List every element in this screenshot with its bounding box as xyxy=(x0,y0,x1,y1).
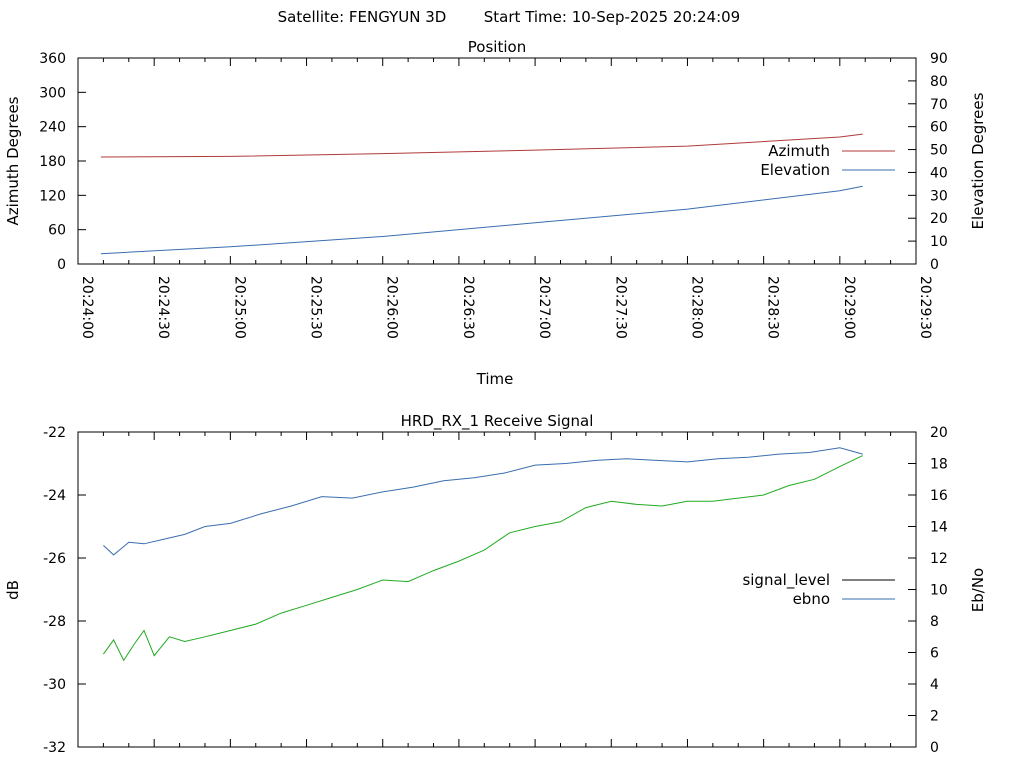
y2-tick-label: 18 xyxy=(930,457,948,473)
y-tick-label: 180 xyxy=(39,154,66,170)
series-line-unlabeled xyxy=(102,455,863,662)
y-tick-label: 60 xyxy=(48,223,66,239)
y-tick-label: -22 xyxy=(43,425,66,441)
legend-azimuth-label: Azimuth xyxy=(768,142,830,160)
y-tick-label: -30 xyxy=(43,677,66,693)
x-tick-label: 20:29:30 xyxy=(917,276,933,339)
x-tick-label: 20:24:30 xyxy=(155,276,171,339)
position-azimuth-tick-labels: 0 60 120 180 240 300 360 xyxy=(39,51,66,273)
satellite-label: Satellite: FENGYUN 3D xyxy=(278,8,447,26)
time-axis-label: Time xyxy=(476,370,514,388)
x-tick-label: 20:29:00 xyxy=(841,276,857,339)
y-tick-label: -32 xyxy=(43,740,66,756)
x-tick-label: 20:28:30 xyxy=(765,276,781,339)
series-line-ebno xyxy=(103,447,863,556)
y-tick-label: -28 xyxy=(43,614,66,630)
position-chart-title: Position xyxy=(468,38,526,56)
ebno-axis-label: Eb/No xyxy=(969,568,987,612)
signal-series xyxy=(102,447,863,662)
y2-tick-label: 10 xyxy=(930,234,948,250)
x-tick-label: 20:26:00 xyxy=(384,276,400,339)
y2-tick-label: 8 xyxy=(930,614,939,630)
y2-tick-label: 40 xyxy=(930,165,948,181)
y-tick-label: 0 xyxy=(57,257,66,273)
legend-ebno-label: ebno xyxy=(793,590,830,608)
legend-elevation-label: Elevation xyxy=(760,161,830,179)
y2-tick-label: 20 xyxy=(930,211,948,227)
y2-tick-label: 30 xyxy=(930,188,948,204)
y2-tick-label: 2 xyxy=(930,709,939,725)
y-tick-label: 120 xyxy=(39,188,66,204)
position-ticks xyxy=(78,58,916,264)
elevation-axis-label: Elevation Degrees xyxy=(969,92,987,229)
position-series xyxy=(100,133,863,255)
series-line-azimuth xyxy=(100,133,863,158)
signal-legend: signal_level ebno xyxy=(742,571,895,608)
signal-chart-title: HRD_RX_1 Receive Signal xyxy=(401,412,594,431)
position-time-tick-labels: 20:24:00 20:24:30 20:25:00 20:25:30 20:26:00… xyxy=(79,276,933,339)
legend-signal-level-label: signal_level xyxy=(742,571,830,590)
x-tick-label: 20:28:00 xyxy=(688,276,704,339)
signal-ticks xyxy=(78,432,916,747)
y2-tick-label: 70 xyxy=(930,97,948,113)
y2-tick-label: 0 xyxy=(930,740,939,756)
x-tick-label: 20:25:30 xyxy=(308,276,324,339)
y2-tick-label: 12 xyxy=(930,551,948,567)
azimuth-axis-label: Azimuth Degrees xyxy=(4,96,22,225)
position-legend: Azimuth Elevation xyxy=(760,142,895,179)
y2-tick-label: 14 xyxy=(930,520,948,536)
signal-db-tick-labels: -32 -30 -28 -26 -24 -22 xyxy=(43,425,66,756)
y-tick-label: 300 xyxy=(39,85,66,101)
x-tick-label: 20:27:00 xyxy=(536,276,552,339)
y2-tick-label: 0 xyxy=(930,257,939,273)
y2-tick-label: 50 xyxy=(930,143,948,159)
position-elevation-tick-labels: 0 10 20 30 40 50 60 70 80 90 xyxy=(930,51,948,273)
x-tick-label: 20:27:30 xyxy=(612,276,628,339)
y2-tick-label: 80 xyxy=(930,74,948,90)
signal-plot-frame xyxy=(77,431,917,748)
y2-tick-label: 4 xyxy=(930,677,939,693)
start-time-label: Start Time: 10-Sep-2025 20:24:09 xyxy=(484,8,740,26)
signal-ebno-tick-labels: 0 2 4 6 8 10 12 14 16 18 20 xyxy=(930,425,948,756)
x-tick-label: 20:25:00 xyxy=(231,276,247,339)
y-tick-label: 240 xyxy=(39,120,66,136)
x-tick-label: 20:26:30 xyxy=(460,276,476,339)
x-tick-label: 20:24:00 xyxy=(79,276,95,339)
y2-tick-label: 90 xyxy=(930,51,948,67)
y2-tick-label: 10 xyxy=(930,583,948,599)
series-line-elevation xyxy=(100,185,863,255)
y2-tick-label: 60 xyxy=(930,120,948,136)
y2-tick-label: 16 xyxy=(930,488,948,504)
db-axis-label: dB xyxy=(4,580,22,600)
y-tick-label: -24 xyxy=(43,488,66,504)
y2-tick-label: 6 xyxy=(930,646,939,662)
y2-tick-label: 20 xyxy=(930,425,948,441)
y-tick-label: -26 xyxy=(43,551,66,567)
y-tick-label: 360 xyxy=(39,51,66,67)
